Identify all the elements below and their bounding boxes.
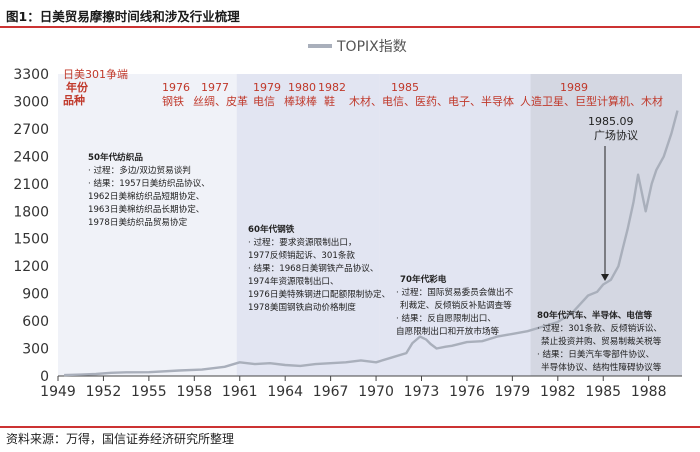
y-axis-ticks: 0 300 600 900 1200 1500 1800 2100 2400 2700 3000 33… [13, 67, 49, 385]
x-tick-label: 1958 [176, 384, 212, 400]
steel-box-title: 60年代钢铁 [248, 223, 295, 235]
steel-box-line: · 结果：1968日美钢铁产品协议、 [248, 262, 378, 274]
legend-label: TOPIX指数 [336, 39, 407, 55]
legend: TOPIX指数 [308, 39, 407, 55]
steel-box: 60年代钢铁 · 过程：要求资源限制出口， 1977反倾销起诉、301条款 · … [248, 223, 390, 313]
dispute-product: 棒球棒 [284, 94, 317, 108]
tv-box-line: 利裁定、反倾销反补贴调查等 [400, 299, 512, 311]
textile-box-line: 1978日美纺织品贸易协定 [88, 216, 188, 228]
steel-box-line: 1974年资源限制出口、 [248, 275, 339, 287]
y-tick-label: 600 [22, 314, 49, 330]
y-tick-label: 0 [40, 369, 49, 385]
auto-box-title: 80年代汽车、半导体、电信等 [537, 309, 652, 321]
textile-box-line: 1962日美棉纺织品短期协定、 [88, 190, 204, 202]
plaza-accord-arrowhead [601, 274, 609, 281]
event-band [379, 74, 531, 376]
textile-box-line: 1963日美棉纺织品长期协定、 [88, 203, 204, 215]
x-tick-label: 1961 [222, 384, 258, 400]
dispute-product: 人造卫星、巨型计算机、木材 [520, 94, 663, 108]
steel-box-line: · 过程：要求资源限制出口， [248, 236, 357, 248]
event-band [530, 74, 682, 376]
plaza-accord-label: 广场协议 [594, 128, 638, 142]
textile-box: 50年代纺织品 · 过程：多边/双边贸易谈判 · 结果：1957日美纺织品协议、… [88, 151, 210, 228]
tv-box-title: 70年代彩电 [400, 273, 447, 285]
dispute-year: 1977 [201, 81, 229, 94]
auto-box-line: 禁止投资并购、贸易制裁关税等 [541, 335, 662, 347]
event-bands [58, 74, 682, 376]
bottom-rule [0, 426, 700, 428]
dispute-product: 钢铁 [162, 95, 184, 108]
tv-box-line: 自愿限制出口和开放市场等 [396, 325, 500, 337]
top-rule [0, 26, 700, 28]
dispute-header-line-1: 日美301争端 [63, 67, 128, 81]
dispute-year: 1985 [391, 81, 419, 94]
x-tick-label: 1982 [540, 384, 576, 400]
steel-box-line: 1978美国钢铁启动价格制度 [248, 301, 356, 313]
textile-box-title: 50年代纺织品 [88, 151, 143, 163]
dispute-header-line-2: 年份 [66, 80, 89, 94]
auto-box-line: · 过程：301条款、反倾销诉讼、 [537, 322, 662, 334]
dispute-product: 鞋 [324, 94, 335, 108]
textile-box-line: · 过程：多边/双边贸易谈判 [88, 164, 191, 176]
event-band [236, 74, 380, 376]
plaza-accord-year: 1985.09 [588, 115, 634, 128]
dispute-product: 电信 [253, 95, 275, 108]
dispute-header-line-3: 品种 [63, 93, 85, 107]
tv-box-line: · 结果：反自愿限制出口、 [396, 312, 496, 324]
source-note: 资料来源：万得，国信证券经济研究所整理 [6, 432, 235, 446]
dispute-year: 1980 [288, 81, 316, 94]
topix-chart: TOPIX指数 0 300 600 900 1200 1500 1800 2100 2400 27… [13, 39, 682, 400]
dispute-products: 钢铁 丝绸、皮革 电信 棒球棒 鞋 木材、电信、医药、电子、半导体 人造卫星、巨… [162, 94, 663, 108]
dispute-header: 日美301争端 年份 品种 [63, 67, 128, 107]
auto-box-line: · 结果：日美汽车零部件协议、 [537, 348, 654, 360]
y-tick-label: 2100 [13, 177, 49, 193]
x-tick-label: 1949 [40, 384, 76, 400]
auto-box-line: 半导体协议、结构性障碍协议等 [541, 361, 662, 373]
y-tick-label: 1800 [13, 204, 49, 220]
dispute-years: 1976 1977 1979 1980 1982 1985 1989 [162, 81, 588, 94]
event-band [58, 74, 237, 376]
auto-semiconductor-box: 80年代汽车、半导体、电信等 · 过程：301条款、反倾销诉讼、 禁止投资并购、… [537, 309, 662, 373]
textile-box-line: · 结果：1957日美纺织品协议、 [88, 177, 210, 189]
y-tick-label: 300 [22, 342, 49, 358]
dispute-year: 1979 [253, 81, 281, 94]
steel-box-line: 1977反倾销起诉、301条款 [248, 249, 355, 261]
x-tick-label: 1979 [495, 384, 531, 400]
topix-series-line [64, 110, 679, 377]
x-tick-label: 1952 [86, 384, 122, 400]
y-tick-label: 900 [22, 287, 49, 303]
steel-box-line: 1976日美特殊钢进口配额限制协定、 [248, 288, 390, 300]
y-tick-label: 1500 [13, 232, 49, 248]
tv-box-line: · 过程：国际贸易委员会做出不 [396, 286, 514, 298]
y-tick-label: 2400 [13, 149, 49, 165]
y-tick-label: 1200 [13, 259, 49, 275]
dispute-year: 1982 [318, 81, 346, 94]
tv-box: 70年代彩电 · 过程：国际贸易委员会做出不 利裁定、反倾销反补贴调查等 · 结… [396, 273, 514, 337]
plaza-accord-annotation: 1985.09 广场协议 [588, 115, 638, 281]
figure-title: 图1：日美贸易摩擦时间线和涉及行业梳理 [6, 9, 240, 24]
x-tick-label: 1970 [358, 384, 394, 400]
x-tick-label: 1967 [313, 384, 349, 400]
x-axis-ticks: 1949 1952 1955 1958 1961 1964 1967 1970 1973 1976… [40, 376, 666, 400]
x-tick-label: 1988 [631, 384, 667, 400]
dispute-product: 木材、电信、医药、电子、半导体 [349, 94, 514, 108]
x-tick-label: 1964 [267, 384, 303, 400]
y-tick-label: 3000 [13, 94, 49, 110]
x-tick-label: 1976 [449, 384, 485, 400]
x-tick-label: 1955 [131, 384, 167, 400]
y-tick-label: 3300 [13, 67, 49, 83]
dispute-product: 丝绸、皮革 [193, 94, 248, 108]
x-tick-label: 1985 [585, 384, 621, 400]
dispute-year: 1976 [162, 81, 190, 94]
x-tick-label: 1973 [404, 384, 440, 400]
y-tick-label: 2700 [13, 122, 49, 138]
dispute-year: 1989 [560, 81, 588, 94]
